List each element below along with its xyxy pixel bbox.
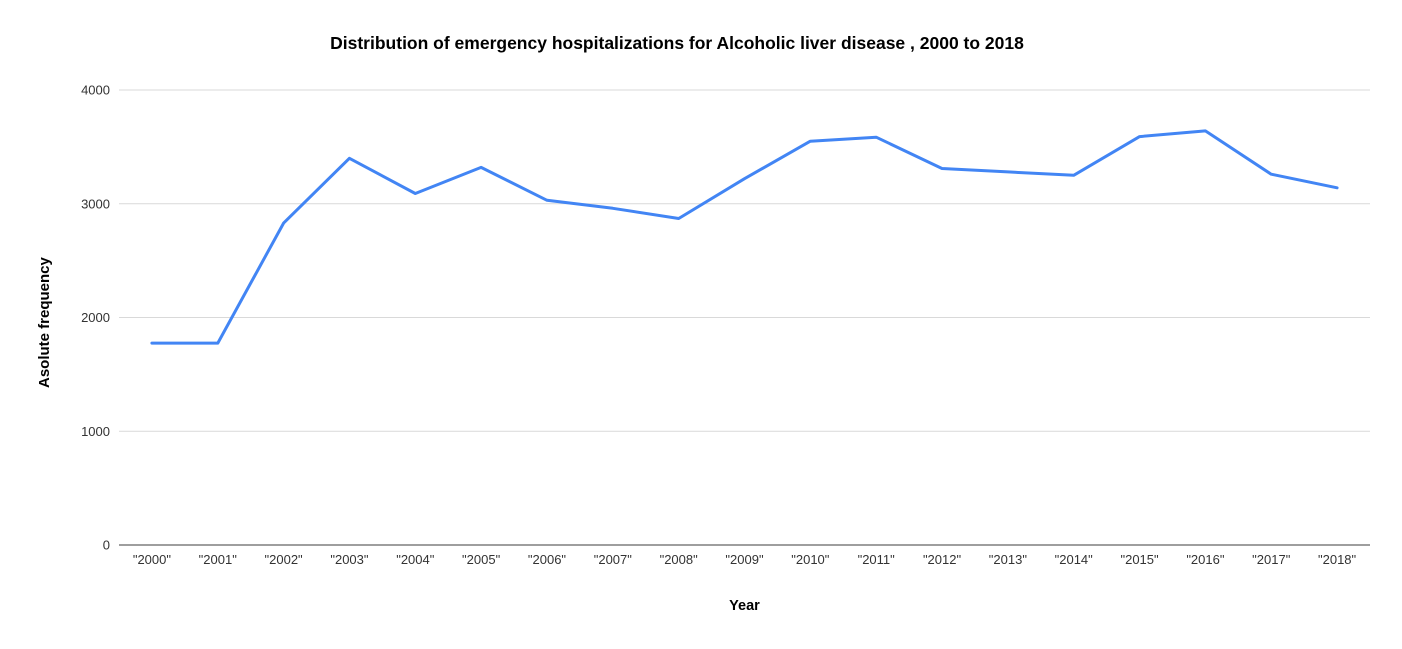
- x-tick-label-2010: "2010": [791, 552, 830, 567]
- x-tick-label-2013: "2013": [989, 552, 1028, 567]
- x-tick-label-2014: "2014": [1055, 552, 1094, 567]
- x-tick-label-2005: "2005": [462, 552, 501, 567]
- x-tick-label-2011: "2011": [858, 552, 896, 567]
- x-axis-title: Year: [729, 598, 760, 614]
- line-series: [150, 129, 1339, 345]
- x-tick-label-2017: "2017": [1252, 552, 1291, 567]
- y-tick-label-2000: 2000: [81, 310, 110, 325]
- x-tick-label-2012: "2012": [923, 552, 962, 567]
- x-tick-label-2001: "2001": [199, 552, 238, 567]
- x-tick-label-2018: "2018": [1318, 552, 1357, 567]
- x-tick-label-2007: "2007": [594, 552, 633, 567]
- y-tick-label-0: 0: [103, 538, 110, 553]
- x-tick-label-2003: "2003": [330, 552, 369, 567]
- y-tick-label-4000: 4000: [81, 83, 110, 98]
- x-tick-label-2016: "2016": [1186, 552, 1225, 567]
- chart-title: Distribution of emergency hospitalizatio…: [330, 33, 1024, 53]
- x-tick-label-2015: "2015": [1120, 552, 1159, 567]
- y-tick-label-1000: 1000: [81, 424, 110, 439]
- x-tick-label-2006: "2006": [528, 552, 567, 567]
- x-tick-label-2008: "2008": [660, 552, 699, 567]
- x-tick-label-2000: "2000": [133, 552, 172, 567]
- y-tick-label-3000: 3000: [81, 196, 110, 211]
- x-tick-label-2004: "2004": [396, 552, 435, 567]
- x-tick-label-2009: "2009": [725, 552, 764, 567]
- x-tick-label-2002: "2002": [265, 552, 304, 567]
